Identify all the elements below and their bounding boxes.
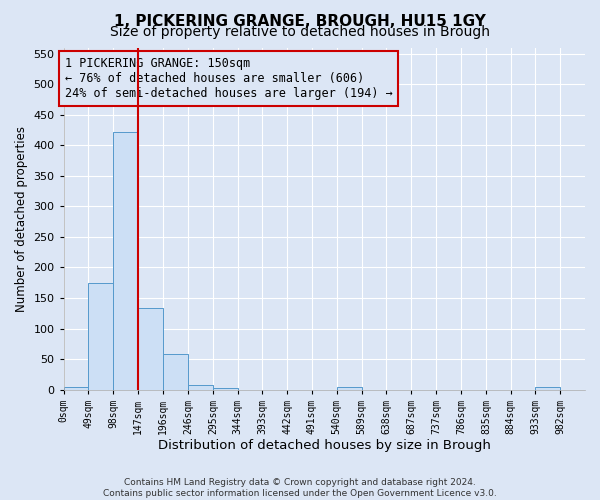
Text: 1, PICKERING GRANGE, BROUGH, HU15 1GY: 1, PICKERING GRANGE, BROUGH, HU15 1GY — [114, 14, 486, 29]
Y-axis label: Number of detached properties: Number of detached properties — [15, 126, 28, 312]
Bar — [88, 282, 113, 390]
Text: 1 PICKERING GRANGE: 150sqm
← 76% of detached houses are smaller (606)
24% of sem: 1 PICKERING GRANGE: 150sqm ← 76% of deta… — [65, 56, 392, 100]
Bar — [213, 388, 238, 390]
Bar — [535, 386, 560, 390]
Bar — [113, 132, 138, 390]
Bar — [337, 386, 362, 390]
Bar — [138, 308, 163, 390]
Text: Contains HM Land Registry data © Crown copyright and database right 2024.
Contai: Contains HM Land Registry data © Crown c… — [103, 478, 497, 498]
X-axis label: Distribution of detached houses by size in Brough: Distribution of detached houses by size … — [158, 440, 491, 452]
Bar — [163, 354, 188, 390]
Text: Size of property relative to detached houses in Brough: Size of property relative to detached ho… — [110, 25, 490, 39]
Bar — [64, 386, 88, 390]
Bar — [188, 385, 213, 390]
